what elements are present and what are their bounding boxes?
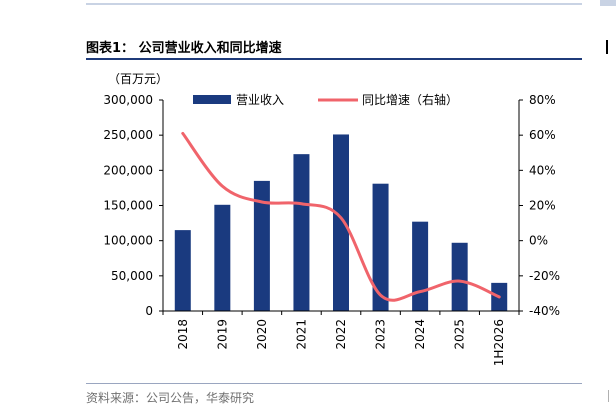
left-tick-label: 50,000 <box>111 269 153 283</box>
top-right-decoration <box>600 0 616 6</box>
x-tick-label: 2018 <box>176 319 190 350</box>
bottom-rule <box>86 383 582 384</box>
left-tick-label: 0 <box>145 304 153 318</box>
revenue-bar <box>174 230 191 311</box>
revenue-bar <box>214 204 231 311</box>
x-tick-label: 2025 <box>453 319 467 350</box>
growth-point <box>221 185 223 187</box>
legend-bar-swatch <box>193 95 231 104</box>
left-tick-label: 250,000 <box>103 128 153 142</box>
left-tick-label: 300,000 <box>103 93 153 107</box>
x-tick-label: 2020 <box>255 319 269 350</box>
revenue-bar <box>333 134 349 311</box>
revenue-bar <box>412 221 429 311</box>
right-axis: -40% -20% 0% 20% 40% 60% 80% <box>518 93 560 318</box>
x-tick-label: 2023 <box>374 319 388 350</box>
top-rule <box>86 3 582 5</box>
left-axis: 0 50,000 100,000 150,000 200,000 250,000 300,0… <box>103 93 164 318</box>
growth-point <box>459 280 461 282</box>
chart-title-label: 图表1： <box>86 41 135 56</box>
legend-bar-label: 营业收入 <box>236 93 284 107</box>
x-tick-label: 1H2026 <box>492 319 506 366</box>
right-tick-label: 0% <box>529 234 548 248</box>
unit-label: （百万元） <box>108 72 169 86</box>
x-tick-label: 2021 <box>294 319 308 350</box>
legend: 营业收入 同比增速（右轴） <box>193 92 458 107</box>
bar-series <box>174 134 508 311</box>
growth-point <box>340 217 342 219</box>
line-series <box>181 131 501 302</box>
chart-title-text: 公司营业收入和同比增速 <box>138 41 282 56</box>
source-note: 资料来源：公司公告，华泰研究 <box>86 391 255 405</box>
x-tick-label: 2022 <box>334 319 348 350</box>
growth-point <box>300 203 302 205</box>
left-tick-label: 200,000 <box>103 163 153 177</box>
right-tick-label: 80% <box>529 93 556 107</box>
growth-point <box>498 296 500 298</box>
adjacent-source-fragment <box>608 390 616 402</box>
left-tick-label: 150,000 <box>103 199 153 213</box>
growth-point <box>182 132 184 134</box>
x-tick-label: 2019 <box>215 319 229 350</box>
right-tick-label: 20% <box>529 199 556 213</box>
revenue-bar <box>451 242 468 311</box>
right-tick-label: 60% <box>529 128 556 142</box>
title-rule <box>86 58 582 60</box>
growth-point <box>380 294 382 296</box>
left-tick-label: 100,000 <box>103 234 153 248</box>
revenue-bar <box>253 180 270 311</box>
growth-point <box>261 201 263 203</box>
growth-point <box>419 291 421 293</box>
x-axis: 2018 2019 2020 2021 2022 2023 2024 2025 1H2026 <box>162 310 520 366</box>
right-tick-label: -20% <box>529 269 560 283</box>
chart-title: 图表1： 公司营业收入和同比增速 <box>86 37 282 56</box>
legend-line-label: 同比增速（右轴） <box>362 92 458 107</box>
revenue-bar <box>372 183 389 311</box>
revenue-bar <box>293 154 310 311</box>
adjacent-title-fragment <box>606 40 616 54</box>
right-tick-label: 40% <box>529 163 556 177</box>
x-tick-label: 2024 <box>413 319 427 350</box>
right-tick-label: -40% <box>529 304 560 318</box>
